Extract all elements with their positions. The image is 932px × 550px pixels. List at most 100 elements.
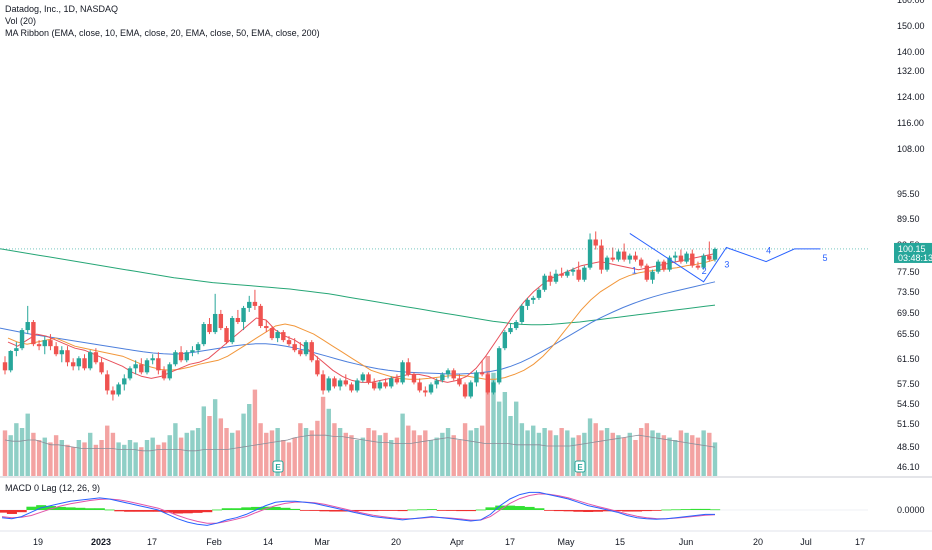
volume-bar [661, 435, 667, 476]
candle-up [514, 322, 519, 329]
candle-down [451, 370, 456, 379]
macd-histogram-bar [710, 509, 721, 511]
candle-up [116, 384, 121, 395]
candle-up [19, 330, 25, 349]
volume-bar [394, 437, 400, 476]
volume-bar [440, 432, 445, 476]
price-tick-label: 95.50 [897, 189, 920, 199]
volume-bar [462, 423, 468, 476]
volume-bar [105, 425, 110, 476]
time-tick-label: 17 [505, 537, 515, 547]
macd-histogram-bar [436, 510, 447, 511]
volume-bar [88, 432, 93, 476]
candle-up [326, 378, 331, 391]
volume-bar [247, 404, 252, 476]
price-tick-label: 140.00 [897, 47, 925, 57]
candle-up [496, 348, 502, 383]
volume-bar [42, 437, 47, 476]
candle-down [315, 360, 320, 375]
macd-histogram-bar [641, 510, 652, 512]
candle-up [173, 352, 178, 365]
candle-up [491, 382, 496, 393]
volume-bar [201, 406, 206, 476]
volume-bar [496, 401, 502, 476]
time-tick-label: 2023 [91, 537, 111, 547]
candle-up [76, 358, 82, 367]
macd-histogram-bar [251, 506, 262, 510]
time-tick-label: 17 [147, 537, 157, 547]
volume-bar [320, 396, 326, 476]
volume-bar [576, 435, 581, 476]
wave-path[interactable] [629, 232, 821, 283]
ema50-line [0, 281, 716, 375]
candle-down [678, 255, 684, 262]
candle-down [161, 370, 167, 379]
candle-up [14, 348, 19, 352]
volume-bar [326, 408, 331, 476]
macd-histogram-bar [563, 510, 574, 512]
wave-label-5[interactable]: 5 [823, 253, 828, 263]
axes: 150.00 140.00 132.00 124.00 116.00 108.00 95.5… [33, 0, 932, 547]
volume-bar [230, 432, 235, 476]
candle-down [178, 352, 184, 361]
candle-down [82, 358, 87, 369]
wave-label-3[interactable]: 3 [724, 260, 729, 270]
volume-bar [127, 440, 133, 476]
volume-bar [383, 432, 388, 476]
candle-up [144, 360, 150, 373]
wave-label-4[interactable]: 4 [766, 246, 771, 256]
macd-histogram-bar [544, 510, 555, 511]
candle-up [389, 378, 394, 387]
volume-bar [110, 432, 116, 476]
candle-down [93, 352, 99, 363]
macd-histogram-bar [280, 507, 291, 510]
candle-up [247, 301, 252, 308]
macd-histogram-bar [329, 510, 340, 512]
price-tick-label: 57.50 [897, 379, 920, 389]
volume-bar [19, 428, 25, 476]
wave-label-2[interactable]: 2 [702, 266, 707, 276]
candle-down [559, 273, 564, 276]
wave-label-1[interactable]: 1 [632, 265, 637, 275]
elliott-wave-drawing[interactable]: 1 2 3 4 5 [629, 232, 828, 283]
candle-down [36, 344, 42, 347]
macd-histogram-bar [387, 510, 398, 511]
volume-bar [701, 430, 706, 476]
volume-legend: Vol (20) [5, 16, 37, 26]
volume-bar [275, 428, 280, 476]
macd-histogram-bar [573, 510, 584, 512]
candle-up [582, 267, 587, 280]
earnings-marker-icon[interactable] [574, 460, 586, 473]
candle-down [610, 257, 615, 260]
volume-bar [2, 430, 8, 476]
volume-bar [423, 430, 428, 476]
volume-bar [70, 447, 76, 476]
candle-up [508, 328, 513, 333]
ema10-line [7, 253, 716, 383]
time-tick-label: Apr [450, 537, 464, 547]
volume-bar [525, 430, 530, 476]
macd-legend: MACD 0 Lag (12, 26, 9) [5, 483, 101, 493]
volume-bar [479, 425, 485, 476]
volume-bar [212, 399, 218, 476]
candle-up [184, 352, 189, 361]
price-tick-label: 132.00 [897, 66, 925, 76]
candle-up [337, 380, 343, 387]
candle-up [167, 364, 172, 379]
candle-down [235, 317, 241, 323]
candle-up [127, 368, 133, 379]
last-price-tag [894, 242, 932, 263]
macd-histogram-bar [338, 510, 350, 512]
volume-bar [389, 440, 394, 476]
ma-ribbon [0, 248, 716, 383]
candle-up [400, 362, 405, 383]
earnings-marker-icon[interactable] [272, 460, 284, 473]
candle-down [593, 239, 598, 246]
candle-down [105, 374, 110, 391]
volume-bar [474, 428, 479, 476]
volume-bar [184, 432, 189, 476]
macd-histogram-bar [475, 509, 486, 511]
candle-down [394, 378, 400, 383]
